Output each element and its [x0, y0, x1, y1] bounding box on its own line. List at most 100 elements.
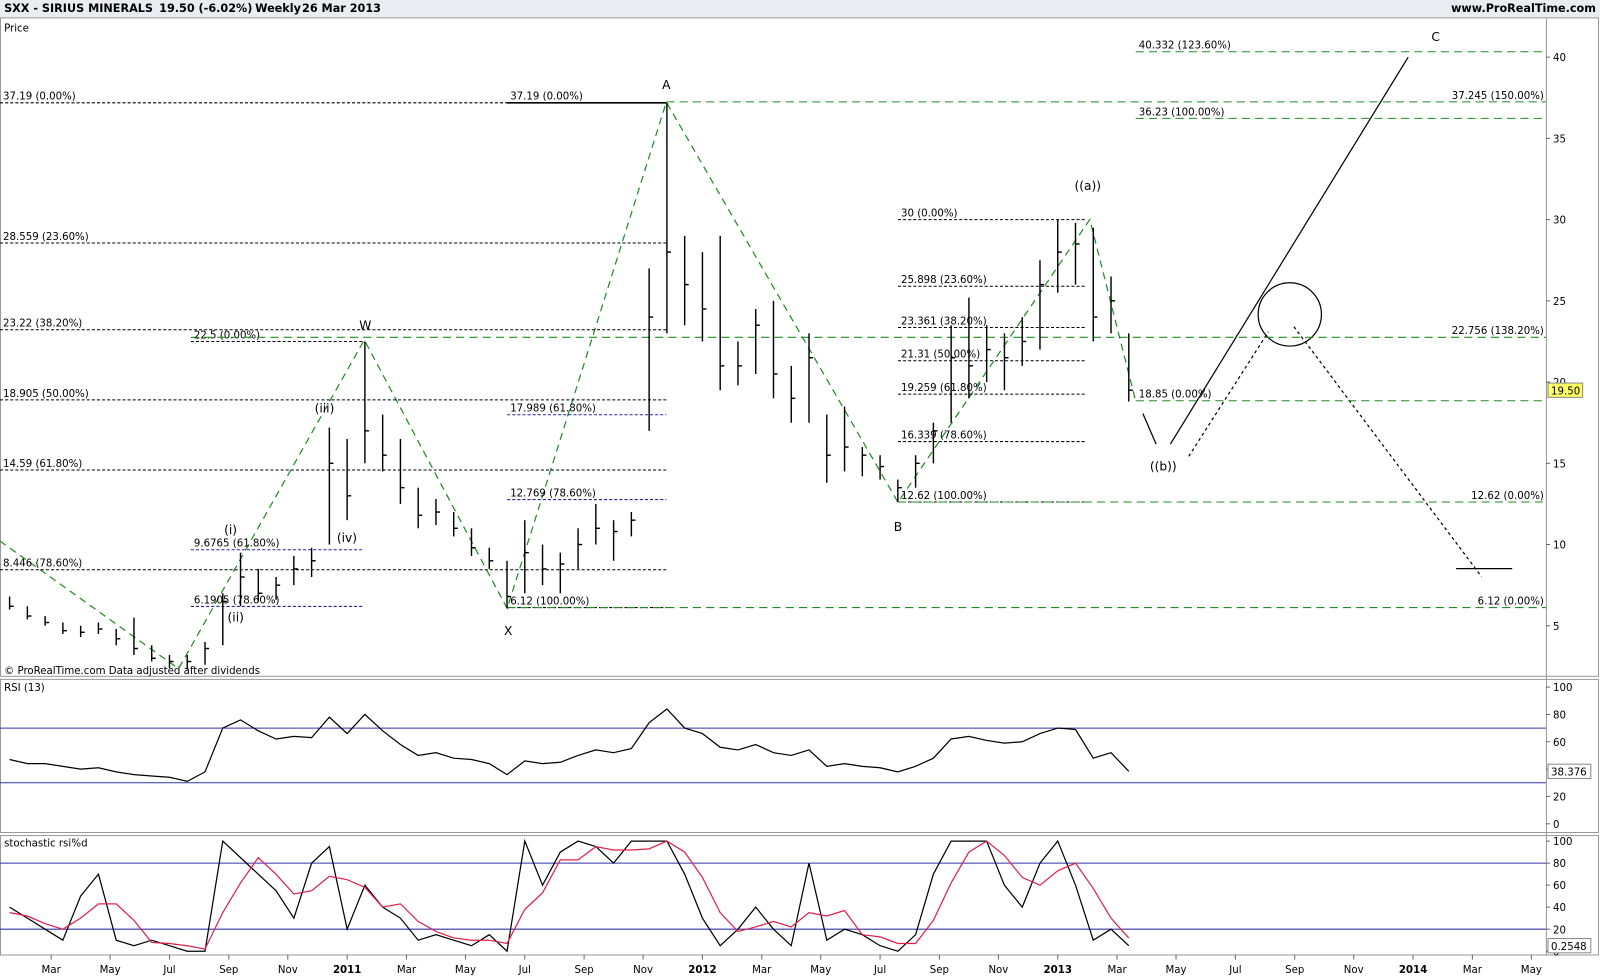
- x-tick-label: Jul: [162, 965, 175, 976]
- last-value: 38.376: [1551, 767, 1587, 778]
- y-tick-label: 35: [1553, 134, 1566, 145]
- last-value-box: [1547, 763, 1592, 779]
- fib-label: 30 (0.00%): [901, 209, 958, 220]
- series-line: [9, 708, 1130, 783]
- rsi-frame: [0, 678, 1599, 834]
- fib-label: 14.59 (61.80%): [3, 459, 82, 470]
- fib-label: 23.22 (38.20%): [3, 319, 82, 330]
- quote: 19.50 (-6.02%): [159, 2, 252, 15]
- x-tick-label: 2013: [1044, 965, 1072, 976]
- fib-label: 16.339 (78.60%): [901, 430, 987, 441]
- stoch-frame: [0, 835, 1599, 956]
- y-tick-label: 5: [1553, 622, 1559, 633]
- fib-label: 36.23 (100.00%): [1139, 107, 1225, 118]
- x-tick-label: May: [1521, 965, 1542, 976]
- fib-label: 22.756 (138.20%): [1452, 326, 1544, 337]
- y-tick-label: 40: [1553, 903, 1566, 914]
- x-tick-label: May: [1166, 965, 1187, 976]
- last-price-box: [1547, 382, 1584, 398]
- x-tick-label: Nov: [278, 965, 298, 976]
- fib-label: 22.5 (0.00%): [194, 330, 260, 341]
- wave-label: (iv): [337, 531, 357, 545]
- date: 26 Mar 2013: [302, 2, 381, 15]
- x-tick-label: 2012: [688, 965, 716, 976]
- x-tick-label: Jul: [1228, 965, 1241, 976]
- x-tick-label: 2011: [333, 965, 361, 976]
- header-bar: [0, 0, 1600, 18]
- period: Weekly: [255, 2, 301, 15]
- fib-label: 9.6765 (61.80%): [194, 539, 280, 550]
- projection-line: [1188, 331, 1269, 457]
- wave-labels: W A X B C ((a)) ((b)) (i) (ii) (iii) (iv…: [224, 30, 1440, 638]
- projection: [1142, 56, 1513, 578]
- last-price: 19.50: [1551, 386, 1580, 397]
- x-tick-label: May: [455, 965, 476, 976]
- legend-entry: stochastic rsi: [4, 838, 71, 849]
- wave-path: [0, 100, 1137, 670]
- fib-label: 19.259 (61.80%): [901, 383, 987, 394]
- fib-label: 8.446 (78.60%): [3, 559, 82, 570]
- wave-label: (ii): [228, 611, 244, 625]
- y-tick-label: 100: [1553, 837, 1572, 848]
- series-line: [9, 840, 1130, 950]
- x-tick-label: Nov: [633, 965, 653, 976]
- fib-label: 6.12 (0.00%): [1478, 597, 1544, 608]
- symbol: SXX - SIRIUS MINERALS: [4, 2, 153, 15]
- x-tick-label: 2014: [1399, 965, 1427, 976]
- x-tick-label: May: [100, 965, 121, 976]
- price-title: Price: [4, 24, 29, 35]
- rsi-title: RSI (13): [4, 683, 45, 694]
- wave-label: (i): [224, 523, 237, 537]
- y-tick-label: 80: [1553, 859, 1566, 870]
- x-tick-label: Jul: [518, 965, 531, 976]
- y-tick-label: 15: [1553, 459, 1566, 470]
- price-frame: [0, 17, 1599, 677]
- y-tick-label: 20: [1553, 793, 1566, 804]
- target-circle: [1257, 282, 1323, 347]
- x-tick-label: Mar: [1463, 965, 1483, 976]
- wave-label: ((b)): [1150, 460, 1177, 474]
- x-tick-label: May: [810, 965, 831, 976]
- y-tick-label: 60: [1553, 738, 1566, 749]
- fib-label: 6.1905 (78.60%): [194, 595, 280, 606]
- fib-label: 6.12 (100.00%): [510, 597, 589, 608]
- y-tick-label: 0: [1553, 820, 1559, 831]
- fib-label: 37.19 (0.00%): [510, 92, 583, 103]
- y-tick-label: 80: [1553, 710, 1566, 721]
- y-tick-label: 20: [1553, 925, 1566, 936]
- wave-label: (iii): [315, 401, 335, 415]
- price-note: © ProRealTime.com Data adjusted after di…: [4, 666, 260, 677]
- fib-label: 23.361 (38.20%): [901, 316, 987, 327]
- wave-label: W: [359, 319, 371, 333]
- fib-label: 12.62 (100.00%): [901, 491, 987, 502]
- fib-label: 21.31 (50.00%): [901, 350, 980, 361]
- wave-label: A: [662, 78, 671, 92]
- fib-label: 12.769 (78.60%): [510, 488, 596, 499]
- y-tick-label: 30: [1553, 216, 1566, 227]
- x-tick-label: Sep: [1285, 965, 1304, 976]
- x-tick-label: Mar: [42, 965, 62, 976]
- y-tick-label: 100: [1553, 683, 1572, 694]
- x-tick-label: Sep: [575, 965, 594, 976]
- fib-label: 37.19 (0.00%): [3, 92, 76, 103]
- series-line: [9, 838, 1130, 953]
- fib-label: 28.559 (23.60%): [3, 232, 89, 243]
- projection-line: [1142, 413, 1157, 445]
- y-tick-label: 10: [1553, 541, 1566, 552]
- y-tick-label: 40: [1553, 53, 1566, 64]
- fib-label: 40.332 (123.60%): [1139, 41, 1231, 52]
- last-value-box: [1547, 938, 1592, 954]
- x-tick-label: Mar: [1107, 965, 1127, 976]
- wave-label: C: [1431, 30, 1440, 44]
- panel-frames: [0, 17, 1599, 956]
- fib-label: 12.62 (0.00%): [1471, 491, 1544, 502]
- y-tick-label: 25: [1553, 297, 1566, 308]
- wave-label: ((a)): [1074, 179, 1101, 193]
- last-value: 0.2548: [1551, 942, 1587, 953]
- x-tick-label: Sep: [930, 965, 949, 976]
- x-tick-label: Mar: [397, 965, 417, 976]
- fib-label: 37.245 (150.00%): [1452, 91, 1544, 102]
- site[interactable]: www.ProRealTime.com: [1451, 2, 1596, 15]
- x-tick-label: Nov: [1344, 965, 1364, 976]
